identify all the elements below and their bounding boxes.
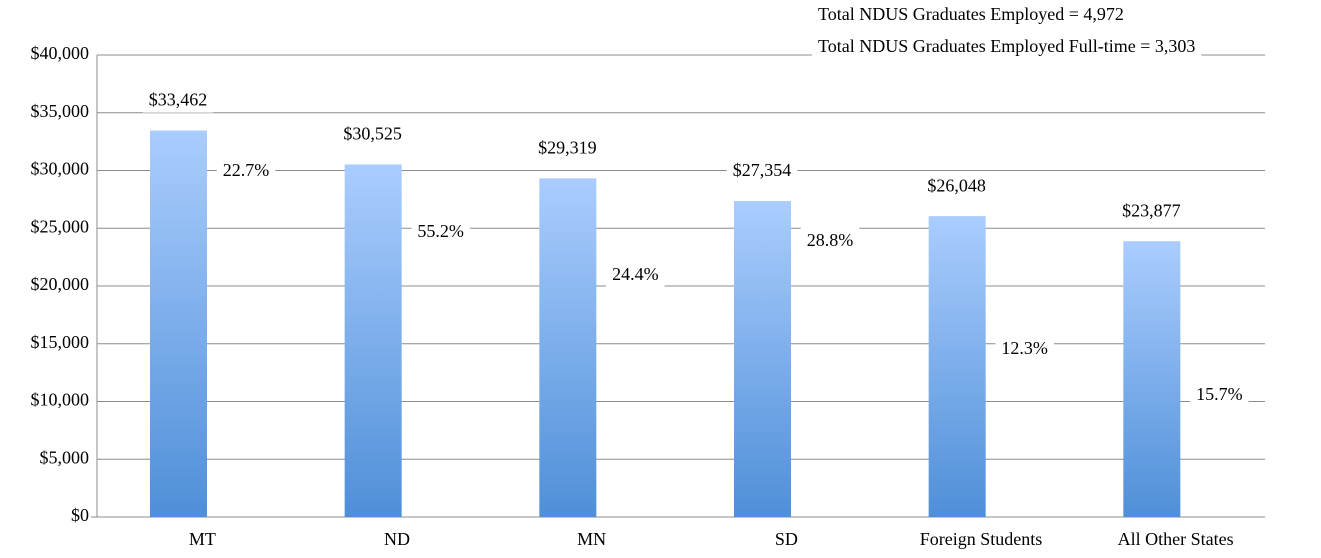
value-label: $33,462	[149, 90, 208, 110]
value-label: $26,048	[927, 175, 986, 195]
annotation: 55.2%	[417, 221, 464, 241]
x-tick-label: MT	[189, 529, 216, 549]
value-label-bg	[726, 157, 798, 184]
bar	[539, 178, 597, 518]
value-label-bg	[1116, 197, 1187, 224]
y-tick-label: $40,000	[31, 43, 90, 63]
x-tick-label: SD	[775, 529, 798, 549]
annotation: 24.4%	[612, 264, 659, 284]
bar	[1123, 241, 1181, 518]
value-label-bg	[337, 120, 408, 147]
annotation: 12.3%	[1001, 338, 1048, 358]
annotation-bg	[995, 335, 1054, 362]
annotation: 22.7%	[223, 160, 270, 180]
value-label: $23,877	[1122, 200, 1181, 220]
note-bg	[812, 1, 1130, 28]
note-bg	[812, 33, 1202, 60]
bar	[344, 164, 402, 517]
value-label-bg	[142, 86, 214, 113]
x-tick-label: Foreign Students	[920, 529, 1043, 549]
value-label-bg	[532, 134, 603, 161]
bar	[734, 201, 791, 518]
annotation-bg	[216, 157, 276, 184]
x-tick-label: ND	[384, 529, 410, 549]
note: Total NDUS Graduates Employed Full-time …	[818, 36, 1195, 56]
x-tick-label: MN	[577, 529, 606, 549]
annotation-bg	[411, 218, 470, 245]
x-tick-label: All Other States	[1118, 529, 1234, 549]
annotation: 15.7%	[1196, 384, 1243, 404]
annotation-bg	[606, 261, 665, 288]
annotation-bg	[1190, 381, 1249, 408]
annotation-bg	[800, 227, 860, 254]
y-tick-label: $5,000	[40, 447, 90, 467]
bar	[150, 130, 207, 517]
y-tick-label: $15,000	[31, 332, 90, 352]
value-label: $30,525	[343, 124, 402, 144]
y-tick-label: $25,000	[31, 216, 90, 236]
y-tick-label: $30,000	[31, 159, 90, 179]
bar	[928, 216, 986, 517]
y-tick-label: $10,000	[31, 390, 90, 410]
value-label: $29,319	[538, 137, 597, 157]
y-tick-label: $0	[71, 505, 89, 525]
value-label-bg	[921, 172, 992, 199]
y-tick-label: $35,000	[31, 101, 90, 121]
annotation: 28.8%	[807, 230, 854, 250]
value-label: $27,354	[733, 160, 792, 180]
y-tick-label: $20,000	[31, 274, 90, 294]
note: Total NDUS Graduates Employed = 4,972	[818, 4, 1124, 24]
